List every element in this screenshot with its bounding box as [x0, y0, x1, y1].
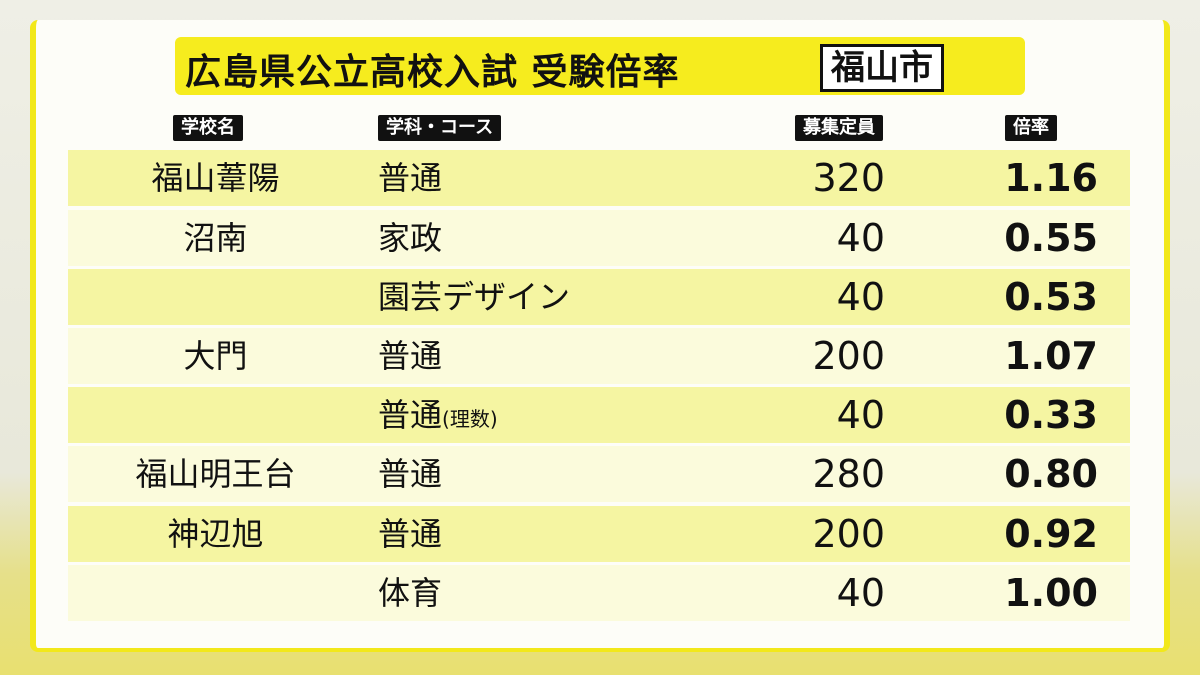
ratio: 0.92 [1004, 512, 1098, 556]
page-title: 広島県公立高校入試 受験倍率 [185, 52, 680, 93]
department-name: 園芸デザイン [378, 278, 571, 316]
table-row: 体育 40 1.00 [68, 565, 1130, 621]
ratio: 1.07 [1004, 334, 1098, 378]
department-note: (理数) [442, 407, 498, 431]
department-name: 体育 [378, 574, 443, 612]
header-capacity: 募集定員 [795, 115, 883, 141]
header-dept: 学科・コース [378, 115, 502, 141]
school-name: 福山明王台 [135, 455, 296, 493]
school-name: 神辺旭 [167, 515, 264, 553]
ratio: 0.55 [1004, 216, 1098, 260]
capacity: 40 [836, 393, 885, 437]
table-row: 福山葦陽 普通 320 1.16 [68, 150, 1130, 206]
capacity: 40 [836, 571, 885, 615]
school-name [108, 269, 323, 325]
capacity: 40 [836, 275, 885, 319]
department: 普通 [378, 328, 442, 384]
table-row: 園芸デザイン 40 0.53 [68, 269, 1130, 325]
department: 園芸デザイン [378, 269, 570, 325]
department-name: 家政 [378, 219, 443, 257]
department: 普通 [378, 506, 442, 562]
table-row: 福山明王台 普通 280 0.80 [68, 446, 1130, 502]
ratio: 1.16 [1004, 156, 1098, 200]
title-banner: 広島県公立高校入試 受験倍率 福山市 [175, 37, 1025, 95]
department-name: 普通 [378, 455, 443, 493]
ratio: 0.53 [1004, 275, 1098, 319]
ratio: 0.80 [1004, 452, 1098, 496]
school-name: 沼南 [183, 219, 248, 257]
capacity: 200 [812, 334, 885, 378]
department: 普通 [378, 150, 442, 206]
header-school: 学校名 [173, 115, 243, 141]
ratio: 0.33 [1004, 393, 1098, 437]
department: 家政 [378, 210, 442, 266]
table-row: 普通(理数) 40 0.33 [68, 387, 1130, 443]
department: 普通(理数) [378, 387, 498, 443]
ratio: 1.00 [1004, 571, 1098, 615]
department: 体育 [378, 565, 442, 621]
table-row: 神辺旭 普通 200 0.92 [68, 506, 1130, 562]
school-name: 大門 [183, 337, 248, 375]
city-label: 福山市 [820, 44, 944, 92]
department-name: 普通 [378, 159, 443, 197]
school-name [108, 565, 323, 621]
department: 普通 [378, 446, 442, 502]
capacity: 280 [812, 452, 885, 496]
capacity: 320 [812, 156, 885, 200]
department-name: 普通 [378, 337, 443, 375]
capacity: 200 [812, 512, 885, 556]
header-ratio: 倍率 [1005, 115, 1057, 141]
capacity: 40 [836, 216, 885, 260]
table-row: 大門 普通 200 1.07 [68, 328, 1130, 384]
school-name [108, 387, 323, 443]
department-name: 普通 [378, 515, 443, 553]
school-name: 福山葦陽 [151, 159, 280, 197]
department-name: 普通 [378, 396, 443, 434]
table-row: 沼南 家政 40 0.55 [68, 210, 1130, 266]
